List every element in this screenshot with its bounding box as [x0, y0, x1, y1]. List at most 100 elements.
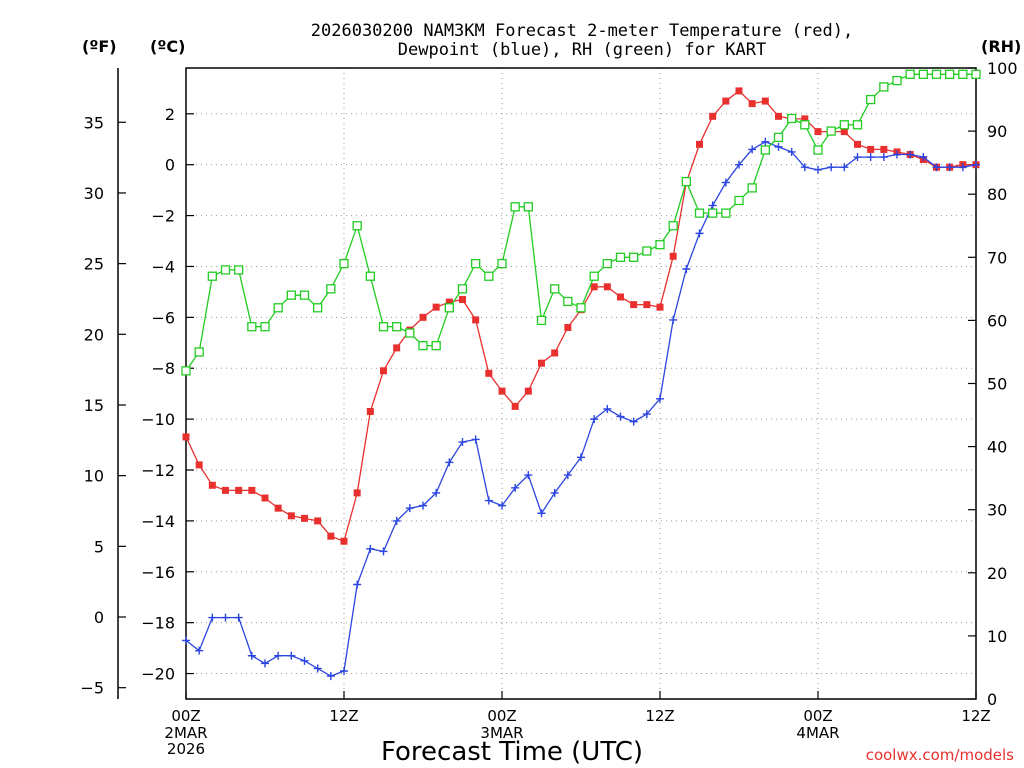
f-tick-label: 5 — [94, 537, 104, 556]
rh-point — [286, 290, 296, 300]
temperature-point — [761, 97, 769, 105]
rh-point — [773, 132, 784, 143]
c-axis: 2 0 −2 −4 −6 −8 −10 −12 −14 −16 −18 −20 — [141, 105, 194, 684]
temperature-point — [656, 303, 664, 311]
dewpoint-point — [221, 613, 230, 622]
temperature-point — [564, 324, 572, 332]
c-tick-label: 2 — [165, 105, 175, 124]
rh-point — [260, 322, 270, 332]
temperature-point — [222, 486, 229, 494]
temperature-point — [235, 486, 243, 494]
rh-point — [207, 271, 217, 281]
dewpoint-point — [656, 394, 664, 403]
dewpoint-point — [234, 613, 243, 622]
f-tick-label: 0 — [94, 608, 104, 627]
dewpoint-point — [577, 453, 585, 462]
rh-point — [405, 328, 415, 338]
temperature-point — [445, 298, 453, 306]
rh-point — [181, 366, 191, 376]
rh-point — [734, 195, 744, 206]
f-tick-label: 25 — [84, 255, 104, 274]
rh-tick-label: 10 — [987, 627, 1007, 646]
rh-point — [945, 69, 955, 79]
rh-point — [615, 252, 626, 262]
temperature-point — [801, 115, 809, 123]
temperature-point — [195, 461, 203, 469]
temperature-point — [524, 387, 532, 395]
dewpoint-point — [379, 547, 388, 556]
rh-point — [879, 82, 889, 92]
rh-point — [510, 202, 520, 212]
dewpoint-point — [603, 404, 612, 413]
dewpoint-point — [748, 145, 757, 154]
dewpoint-point — [208, 613, 217, 622]
dewpoint-point — [590, 415, 599, 424]
temperature-point — [419, 313, 427, 321]
dewpoint-point — [261, 659, 269, 668]
f-tick-label: −5 — [80, 679, 104, 698]
dewpoint-point — [550, 488, 559, 497]
temperature-point — [748, 100, 756, 108]
rh-point — [760, 145, 770, 155]
c-tick-label: −20 — [141, 665, 175, 684]
rh-point — [234, 265, 244, 275]
rh-point — [708, 208, 718, 218]
rh-point — [563, 296, 573, 307]
c-tick-label: −6 — [151, 308, 175, 327]
rh-point — [536, 315, 547, 326]
dewpoint-point — [682, 265, 691, 274]
rh-point — [958, 69, 968, 79]
rh-point — [747, 183, 757, 193]
f-tick-label: 20 — [84, 325, 104, 344]
dewpoint-point — [721, 178, 730, 187]
temperature-point — [301, 514, 308, 522]
dewpoint-point — [195, 646, 204, 655]
rh-point — [852, 120, 863, 130]
f-axis: 35 30 25 20 15 10 5 0 −5 — [80, 113, 126, 698]
rh-point — [457, 284, 468, 294]
rh-tick-label: 90 — [987, 122, 1007, 141]
dewpoint-point — [827, 163, 836, 172]
temperature-point — [735, 87, 743, 95]
dewpoint-point — [300, 656, 309, 665]
rh-tick-label: 30 — [987, 501, 1007, 520]
rh-point — [418, 340, 428, 351]
dewpoint-point — [484, 496, 493, 505]
series-dewpoint — [182, 137, 980, 681]
temperature-point — [261, 494, 269, 502]
rh-point — [326, 284, 336, 294]
temperature-point — [511, 402, 519, 410]
rh-point — [273, 303, 283, 313]
rh-point — [602, 258, 612, 269]
temperature-point — [669, 252, 677, 260]
f-tick-label: 15 — [84, 396, 104, 415]
rh-point — [642, 246, 652, 256]
dewpoint-point — [537, 509, 546, 518]
rh-point — [668, 221, 678, 231]
c-tick-label: −16 — [141, 563, 175, 582]
rh-point — [444, 303, 454, 313]
dewpoint-point — [313, 664, 322, 673]
rh-tick-label: 50 — [987, 375, 1007, 394]
x-tick-label: 00Z — [487, 707, 516, 725]
dewpoint-point — [866, 153, 875, 162]
temperature-point — [182, 433, 190, 441]
dewpoint-point — [695, 229, 704, 238]
x-tick-label: 12Z — [961, 707, 990, 725]
c-tick-label: −4 — [151, 257, 175, 276]
x-tick-year: 2026 — [167, 740, 205, 758]
rh-point — [839, 120, 849, 130]
dewpoint-point — [958, 163, 967, 172]
x-tick-label: 00Z — [171, 707, 200, 725]
rh-tick-label: 60 — [987, 311, 1007, 330]
temperature-point — [630, 301, 638, 309]
dewpoint-point — [274, 651, 283, 660]
unit-label-celsius: (ºC) — [150, 37, 185, 56]
rh-point — [800, 120, 810, 130]
temperature-point — [603, 283, 611, 291]
temperature-point — [393, 344, 401, 352]
rh-point — [721, 208, 731, 218]
rh-point — [392, 322, 402, 332]
